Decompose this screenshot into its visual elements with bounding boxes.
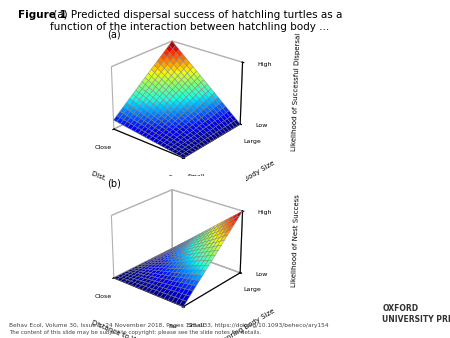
X-axis label: Distance to Water: Distance to Water	[90, 319, 150, 338]
Text: Figure 1: Figure 1	[18, 10, 67, 20]
Text: The content of this slide may be subject to copyright: please see the slide note: The content of this slide may be subject…	[9, 330, 261, 335]
Text: Behav Ecol, Volume 30, Issue 1, 24 November 2018, Pages 125–133, https://doi.org: Behav Ecol, Volume 30, Issue 1, 24 Novem…	[9, 323, 328, 328]
Text: (a): (a)	[108, 30, 121, 40]
Y-axis label: Offspring Body Size: Offspring Body Size	[214, 160, 275, 200]
Text: (b): (b)	[108, 178, 121, 189]
Text: OXFORD
UNIVERSITY PRESS: OXFORD UNIVERSITY PRESS	[382, 305, 450, 324]
Y-axis label: Offspring Body Size: Offspring Body Size	[214, 308, 275, 338]
Text: (a) Predicted dispersal success of hatchling turtles as a
function of the intera: (a) Predicted dispersal success of hatch…	[50, 10, 343, 32]
X-axis label: Distance to Water: Distance to Water	[90, 171, 150, 200]
